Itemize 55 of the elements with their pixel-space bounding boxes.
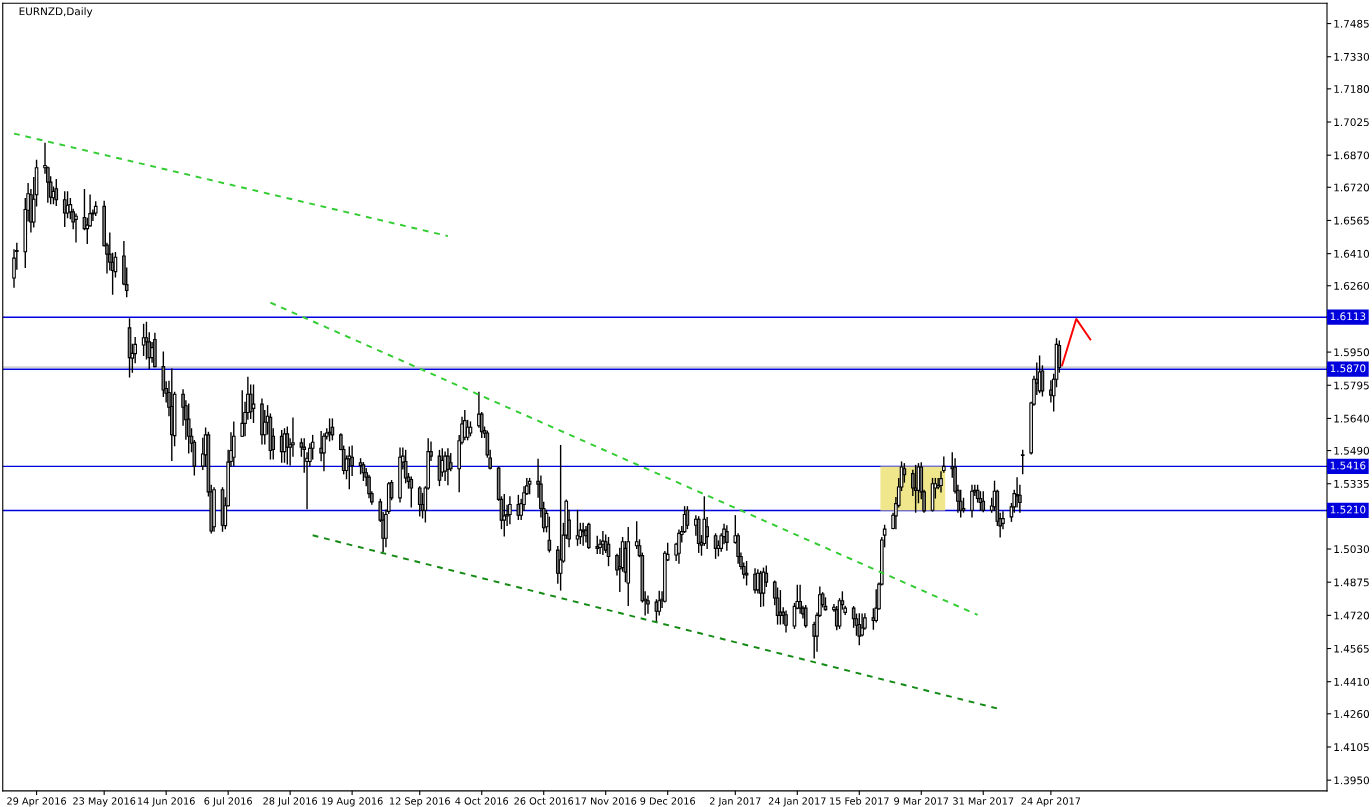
y-tick-label: 1.7025: [1334, 118, 1369, 127]
ref-line-label: 1.5416: [1330, 461, 1366, 470]
candlestick: [1020, 449, 1025, 475]
ref-line-label: 1.5870: [1330, 364, 1366, 373]
y-tick-label: 1.5490: [1334, 446, 1370, 455]
y-tick-label: 1.4565: [1334, 644, 1369, 653]
y-tick-label: 1.4875: [1334, 578, 1369, 587]
y-tick-label: 1.5335: [1334, 479, 1369, 488]
x-tick-label: 6 Jul 2016: [204, 797, 252, 807]
chart-title: EURNZD,Daily: [19, 7, 93, 18]
candlestick: [463, 410, 467, 441]
x-tick-label: 24 Jan 2017: [768, 797, 826, 807]
candlestick: [646, 595, 650, 614]
y-tick-label: 1.3950: [1334, 776, 1370, 785]
x-tick-label: 24 Apr 2017: [1021, 797, 1081, 807]
x-tick-label: 31 Mar 2017: [953, 797, 1014, 805]
candlestick: [409, 476, 414, 508]
y-tick-label: 1.5030: [1334, 545, 1370, 554]
x-tick-label: 9 Mar 2017: [894, 797, 949, 805]
y-tick-label: 1.7485: [1334, 19, 1369, 28]
candlestick: [443, 451, 447, 481]
candlestick: [547, 516, 552, 553]
candlestick: [74, 213, 78, 243]
y-tick-label: 1.6870: [1334, 151, 1370, 160]
x-tick-label: 4 Oct 2016: [455, 797, 509, 805]
y-tick-label: 1.4105: [1334, 743, 1369, 752]
y-tick-label: 1.6720: [1334, 183, 1370, 192]
x-tick-label: 15 Feb 2017: [830, 797, 889, 805]
y-tick-label: 1.4260: [1334, 710, 1370, 718]
x-tick-label: 17 Nov 2016: [575, 797, 637, 805]
candlestick: [725, 525, 729, 551]
x-tick-label: 28 Jul 2016: [263, 797, 318, 807]
x-tick-label: 2 Jan 2017: [709, 797, 761, 807]
y-tick-label: 1.5640: [1334, 414, 1370, 423]
x-tick-label: 26 Oct 2016: [514, 797, 574, 805]
y-tick-label: 1.4720: [1334, 611, 1370, 620]
ref-line-label: 1.5210: [1330, 505, 1366, 514]
x-tick-label: 29 Apr 2016: [7, 797, 66, 807]
y-tick-label: 1.5795: [1334, 381, 1369, 390]
x-tick-label: 14 Jun 2016: [137, 797, 195, 807]
y-tick-label: 1.5950: [1334, 348, 1370, 357]
ref-line-label: 1.6113: [1330, 312, 1366, 321]
x-tick-label: 23 May 2016: [73, 797, 136, 807]
y-tick-label: 1.7330: [1334, 52, 1370, 61]
candlestick: [508, 496, 512, 525]
y-tick-label: 1.6260: [1334, 281, 1370, 290]
candlestick: [685, 506, 690, 530]
x-tick-label: 9 Dec 2016: [640, 797, 696, 805]
x-tick-label: 12 Sep 2016: [390, 797, 450, 807]
candlestick: [784, 610, 788, 633]
y-tick-label: 1.7180: [1334, 85, 1370, 93]
y-tick-label: 1.4410: [1334, 677, 1370, 686]
x-tick-label: 19 Aug 2016: [322, 797, 383, 807]
y-tick-label: 1.6410: [1334, 249, 1370, 258]
y-tick-label: 1.6565: [1334, 216, 1369, 225]
